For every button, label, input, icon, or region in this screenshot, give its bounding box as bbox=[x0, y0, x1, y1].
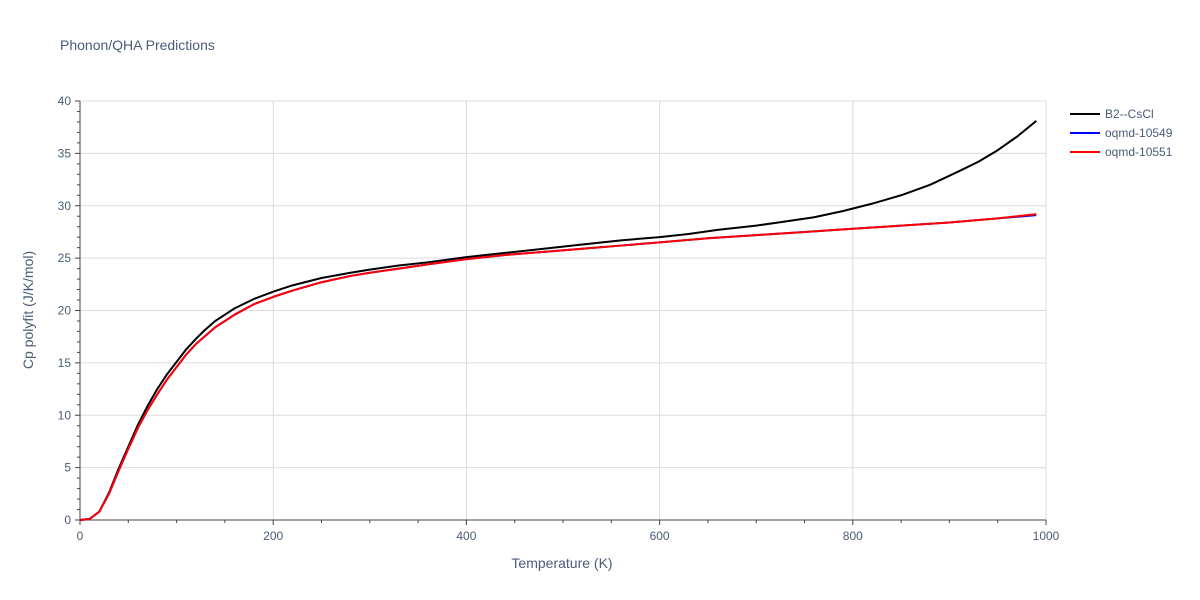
y-tick-label: 10 bbox=[58, 408, 72, 422]
legend[interactable]: B2--CsCl oqmd-10549 oqmd-10551 bbox=[1070, 107, 1173, 159]
grid bbox=[80, 100, 1047, 520]
x-tick-label: 600 bbox=[650, 529, 670, 543]
y-axis-title: Cp polyfit (J/K/mol) bbox=[20, 251, 36, 369]
y-tick-label: 5 bbox=[64, 461, 71, 475]
y-tick-label: 40 bbox=[58, 94, 72, 108]
x-tick-label: 400 bbox=[456, 529, 476, 543]
plot-area bbox=[79, 120, 1037, 521]
legend-label: oqmd-10551 bbox=[1105, 145, 1173, 159]
x-tick-label: 1000 bbox=[1033, 529, 1060, 543]
x-tick-label: 200 bbox=[263, 529, 283, 543]
legend-item[interactable]: oqmd-10551 bbox=[1070, 145, 1173, 159]
y-tick-label: 25 bbox=[58, 251, 72, 265]
legend-item[interactable]: oqmd-10549 bbox=[1070, 126, 1173, 140]
series-line-oqmd-10551 bbox=[79, 213, 1037, 521]
x-tick-label: 800 bbox=[843, 529, 863, 543]
legend-label: B2--CsCl bbox=[1105, 107, 1154, 121]
y-tick-label: 35 bbox=[58, 146, 72, 160]
y-tick-label: 20 bbox=[58, 304, 72, 318]
chart-title: Phonon/QHA Predictions bbox=[60, 37, 215, 53]
x-axis-title: Temperature (K) bbox=[511, 555, 612, 571]
x-tick-label: 0 bbox=[77, 529, 84, 543]
y-tick-label: 0 bbox=[64, 513, 71, 527]
axes: 0 200 400 600 800 1000 0 5 10 15 20 25 30 35 40 bbox=[58, 94, 1060, 543]
legend-label: oqmd-10549 bbox=[1105, 126, 1173, 140]
y-tick-label: 30 bbox=[58, 199, 72, 213]
legend-item[interactable]: B2--CsCl bbox=[1070, 107, 1154, 121]
series-line-b2-cscl bbox=[79, 120, 1037, 521]
series-line-oqmd-10549 bbox=[79, 214, 1037, 521]
y-tick-label: 15 bbox=[58, 356, 72, 370]
